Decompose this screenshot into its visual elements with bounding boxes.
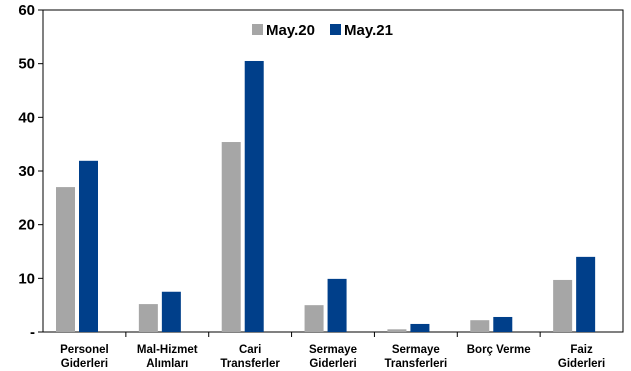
- legend-label: May.21: [344, 22, 393, 39]
- bar-may-21: [576, 256, 596, 332]
- y-tick-label: 30: [18, 163, 35, 180]
- x-category-label: Giderleri: [309, 358, 356, 370]
- y-tick-label: 20: [18, 217, 35, 234]
- x-category-label: Mal-Hizmet: [137, 344, 198, 356]
- bar-may-20: [304, 305, 324, 332]
- x-category-label: Sermaye: [309, 344, 357, 356]
- x-category-label: Transferleri: [385, 358, 448, 370]
- x-axis-labels: Personel Giderleri Mal-Hizmet Alımları Cari T…: [60, 344, 605, 370]
- y-tick-label: 10: [18, 270, 35, 287]
- bar-may-20: [221, 142, 241, 332]
- legend-label: May.20: [266, 22, 315, 39]
- x-category-label: Borç Verme: [467, 344, 531, 356]
- y-axis-labels: - 10 20 30 40 50 60: [18, 2, 35, 341]
- x-category-label: Giderleri: [61, 358, 108, 370]
- bar-may-20: [387, 329, 407, 332]
- x-category-label: Personel: [60, 344, 109, 356]
- bar-may-20: [553, 279, 573, 332]
- bar-may-21: [244, 60, 264, 332]
- bar-may-21: [327, 278, 347, 332]
- x-category-label: Sermaye: [392, 344, 440, 356]
- bar-may-20: [470, 320, 490, 332]
- legend-swatch: [252, 24, 263, 35]
- y-tick-label: 60: [18, 2, 35, 19]
- x-category-label: Transferler: [220, 358, 280, 370]
- bar-may-21: [161, 291, 181, 332]
- legend-swatch: [330, 24, 341, 35]
- bar-may-21: [493, 316, 513, 332]
- bar-may-20: [56, 187, 75, 332]
- x-category-label: Giderleri: [558, 358, 605, 370]
- bar-may-20: [138, 304, 158, 332]
- x-category-label: Faiz: [570, 344, 593, 356]
- y-tick-label: 50: [18, 56, 35, 73]
- x-category-label: Cari: [239, 344, 261, 356]
- bar-may-21: [79, 160, 98, 332]
- y-tick-label: 40: [18, 109, 35, 126]
- x-category-label: Alımları: [146, 358, 188, 370]
- y-tick-label: -: [30, 324, 35, 341]
- bar-may-21: [410, 323, 430, 332]
- legend: May.20 May.21: [252, 22, 393, 39]
- bars: [56, 60, 596, 332]
